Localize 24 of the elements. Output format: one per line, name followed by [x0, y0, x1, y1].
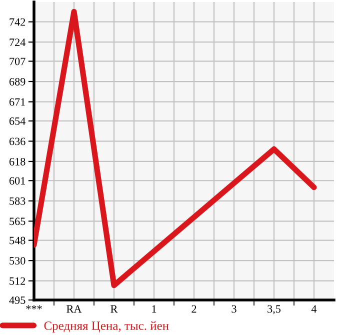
y-tick-label: 548 [10, 236, 26, 244]
y-tick-label: 636 [9, 138, 26, 146]
y-tick-label: 689 [9, 78, 26, 86]
x-tick-label: *** [26, 305, 42, 310]
y-tick-label: 707 [10, 58, 26, 66]
y-tick-label: 512 [10, 277, 26, 285]
legend-label: Средняя Цена, тыс. йен [44, 321, 169, 332]
y-tick-label: 671 [9, 98, 25, 106]
y-tick-label: 724 [10, 38, 26, 46]
y-tick-label: 742 [10, 18, 26, 26]
y-tick-label: 583 [10, 197, 26, 205]
x-tick-label: 4 [311, 305, 317, 313]
y-tick-label: 565 [10, 218, 26, 226]
y-tick-label: 601 [9, 177, 25, 185]
y-tick-label: 495 [9, 296, 26, 304]
x-tick-label: 1 [152, 305, 156, 313]
x-tick-label: 3 [232, 305, 236, 313]
y-tick-label: 654 [9, 117, 26, 125]
x-tick-label: R [110, 305, 118, 313]
y-tick-label: 530 [10, 257, 26, 265]
x-tick-label: RA [66, 305, 82, 313]
y-tick-label: 618 [9, 158, 26, 166]
x-tick-label: 2 [192, 305, 196, 313]
x-tick-label: 3,5 [268, 305, 281, 314]
